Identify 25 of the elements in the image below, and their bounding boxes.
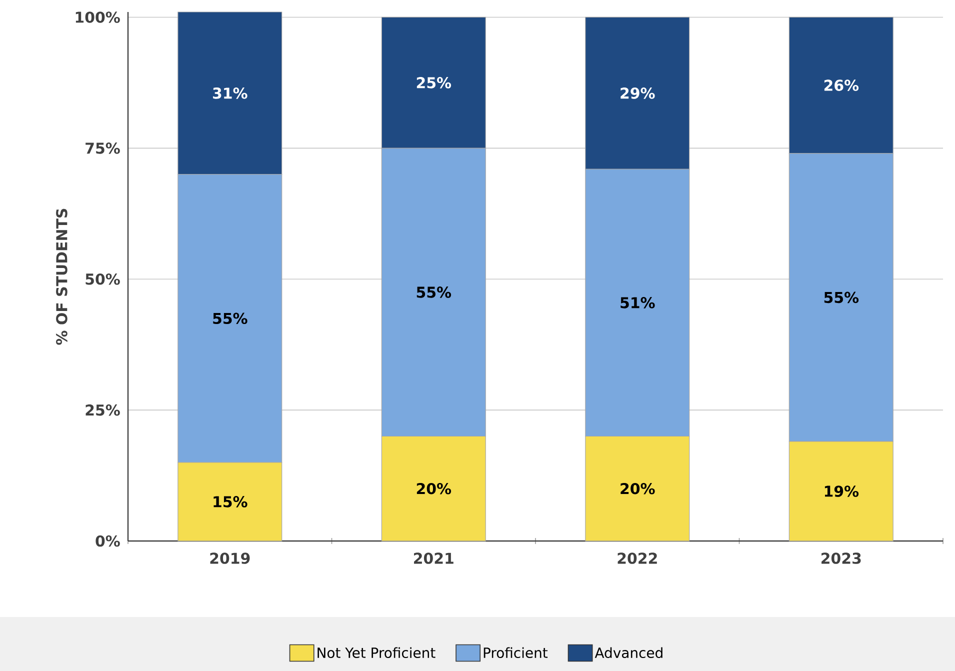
legend-label: Advanced: [594, 647, 662, 658]
y-axis-title: % OF STUDENTS: [56, 208, 68, 345]
data-label: 51%: [620, 297, 655, 308]
data-label: 31%: [212, 88, 248, 99]
data-label: 55%: [824, 292, 859, 304]
legend-label: Not Yet Proficient: [318, 647, 436, 658]
y-tick-label: 75%: [86, 142, 120, 154]
data-label: 26%: [824, 80, 859, 91]
data-label: 25%: [416, 77, 452, 88]
y-tick-label: 50%: [86, 273, 120, 285]
y-tick-label: 100%: [76, 12, 120, 23]
data-label: 29%: [620, 88, 655, 99]
data-label: 15%: [214, 496, 248, 508]
data-label: 55%: [416, 286, 452, 298]
y-tick-label: 0%: [96, 535, 120, 547]
data-label: 20%: [620, 482, 655, 494]
x-tick-label: 2022: [618, 552, 657, 564]
legend-label: Proficient: [484, 647, 548, 658]
y-tick-label: 25%: [86, 404, 120, 416]
data-label: 19%: [824, 486, 859, 497]
data-label: 55%: [213, 312, 248, 324]
data-label: 20%: [416, 482, 452, 494]
x-tick-label: 2021: [414, 552, 454, 564]
x-tick-label: 2023: [822, 552, 861, 564]
x-tick-label: 2019: [210, 552, 250, 564]
